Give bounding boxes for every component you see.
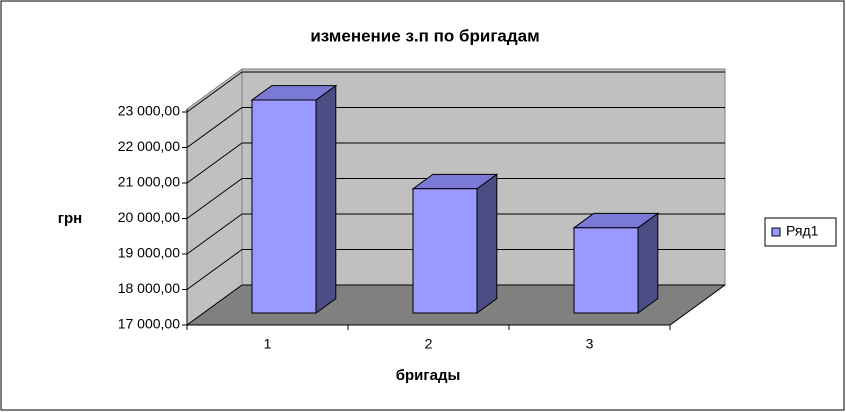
side-wall: [186, 68, 243, 326]
x-axis-label: бригады: [396, 367, 461, 384]
grid-line: [186, 178, 243, 219]
bar: [251, 99, 317, 314]
bar: [573, 227, 639, 314]
legend-swatch: [771, 227, 781, 237]
y-tick-label: 23 000,00: [118, 103, 180, 119]
grid-line: [186, 142, 243, 184]
bar-side: [476, 173, 498, 314]
grid-line: [186, 107, 243, 148]
x-tick-label: 1: [264, 336, 272, 352]
y-tick-label: 21 000,00: [118, 174, 180, 190]
x-tick-label: 3: [586, 336, 594, 352]
y-tick-label: 18 000,00: [118, 280, 180, 296]
y-tick-label: 22 000,00: [118, 138, 180, 154]
bar-side: [315, 84, 337, 314]
grid-line: [186, 71, 243, 113]
legend-label: Ряд1: [786, 223, 819, 239]
grid-line: [186, 249, 243, 290]
floor-edge: [669, 284, 726, 326]
grid-line: [186, 213, 243, 255]
y-tick-label: 19 000,00: [118, 245, 180, 261]
y-axis-label: грн: [58, 210, 82, 227]
grid-line: [186, 284, 243, 326]
bar: [412, 188, 478, 314]
chart-title: изменение з.п по бригадам: [310, 26, 539, 45]
y-tick-label: 17 000,00: [118, 316, 180, 332]
x-tick-label: 2: [425, 336, 433, 352]
y-tick-label: 20 000,00: [118, 209, 180, 225]
bar-side: [637, 212, 659, 314]
